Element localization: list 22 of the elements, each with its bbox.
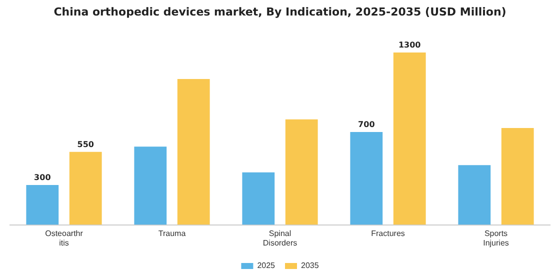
x-tick-label: Trauma [158, 228, 186, 238]
bar [501, 128, 534, 225]
bar [393, 52, 426, 225]
data-label: 300 [34, 173, 52, 182]
bar [242, 172, 275, 225]
x-tick-label: Osteoarthritis [45, 228, 84, 248]
bar [26, 185, 59, 225]
data-label: 550 [77, 140, 94, 149]
bar [285, 119, 318, 225]
x-tick-label: Fractures [371, 228, 405, 238]
x-tick-label: Spinal Disorders [262, 228, 298, 248]
chart-title: China orthopedic devices market, By Indication, 2025-2035 (USD Million) [54, 5, 506, 18]
data-label: 700 [358, 120, 376, 130]
data-label: 1300 [398, 40, 422, 50]
legend-label: 2035 [301, 261, 320, 270]
bar [134, 146, 167, 225]
bar [458, 165, 491, 225]
legend-label: 2025 [257, 261, 276, 270]
bar [177, 78, 210, 225]
x-tick-label: Sports Injuries [483, 228, 509, 248]
bar [69, 152, 102, 225]
bar [350, 132, 383, 225]
